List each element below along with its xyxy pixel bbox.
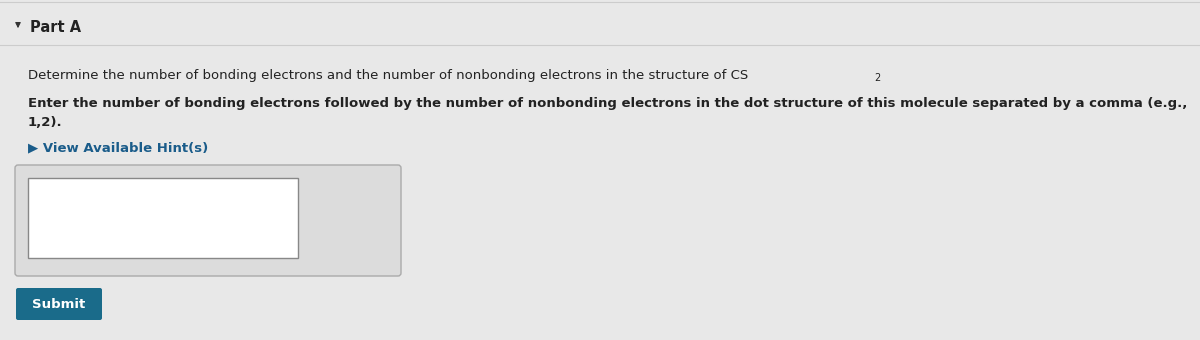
FancyBboxPatch shape <box>28 178 298 258</box>
Text: Enter the number of bonding electrons followed by the number of nonbonding elect: Enter the number of bonding electrons fo… <box>28 97 1187 109</box>
Text: ▶ View Available Hint(s): ▶ View Available Hint(s) <box>28 141 209 154</box>
Text: Determine the number of bonding electrons and the number of nonbonding electrons: Determine the number of bonding electron… <box>28 68 749 82</box>
Text: 2: 2 <box>874 73 881 83</box>
Text: Submit: Submit <box>32 298 85 310</box>
Text: 1,2).: 1,2). <box>28 116 62 129</box>
Text: Part A: Part A <box>30 19 82 34</box>
FancyBboxPatch shape <box>16 288 102 320</box>
FancyBboxPatch shape <box>14 165 401 276</box>
